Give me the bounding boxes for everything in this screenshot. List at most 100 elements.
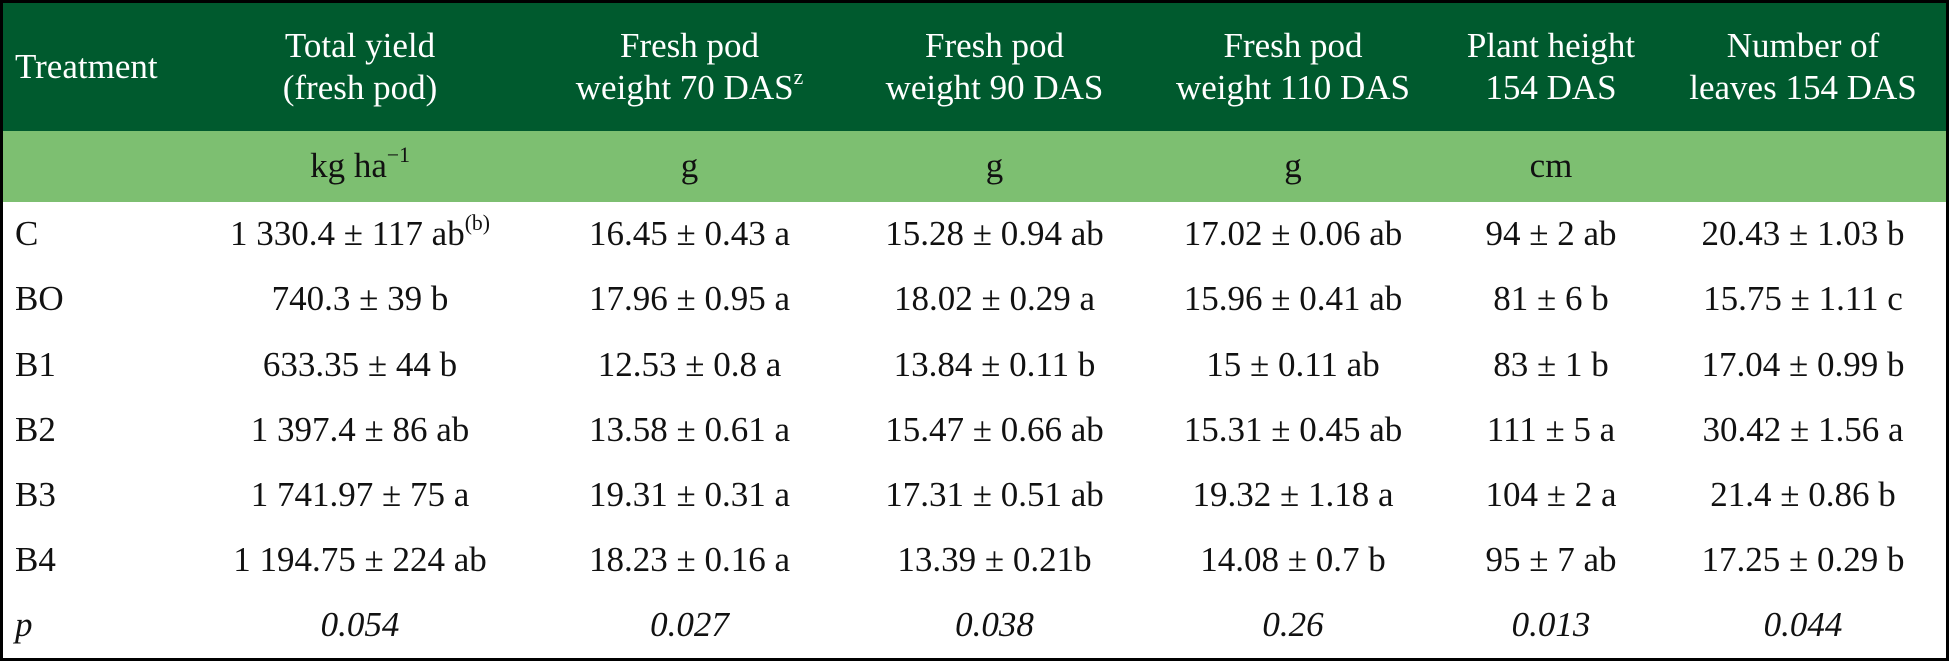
header-line: Fresh pod: [851, 25, 1138, 67]
data-cell: 104 ± 2 a: [1442, 462, 1660, 527]
data-row: p 0.054 0.027 0.038 0.26 0.013 0.044: [3, 593, 1946, 658]
superscript: (b): [464, 211, 490, 235]
cell-text: 19.32 ± 1.18 a: [1192, 474, 1394, 514]
data-cell: B2: [3, 397, 186, 462]
data-cell: 18.02 ± 0.29 a: [845, 267, 1144, 332]
header-row: Treatment Total yield (fresh pod) Fresh pod…: [3, 3, 1946, 132]
data-cell: B3: [3, 462, 186, 527]
data-cell: 17.02 ± 0.06 ab: [1144, 202, 1442, 267]
unit-cell: g: [845, 131, 1144, 201]
cell-text: 0.054: [320, 605, 400, 645]
data-cell: 17.96 ± 0.95 a: [534, 267, 845, 332]
cell-text: 17.31 ± 0.51 ab: [885, 474, 1104, 514]
data-cell: 0.26: [1144, 593, 1442, 658]
data-cell: B1: [3, 332, 186, 397]
data-cell: 15.28 ± 0.94 ab: [845, 202, 1144, 267]
cell-text: g: [985, 146, 1004, 186]
cell-text: Number of: [1726, 26, 1880, 66]
data-cell: 13.84 ± 0.11 b: [845, 332, 1144, 397]
header-cell: Plant height 154 DAS: [1442, 3, 1660, 131]
cell-text: 0.013: [1511, 605, 1591, 645]
cell-text: 83 ± 1 b: [1493, 344, 1609, 384]
cell-text: 17.25 ± 0.29 b: [1701, 540, 1905, 580]
cell-text: 740.3 ± 39 b: [271, 279, 449, 319]
data-cell: 21.4 ± 0.86 b: [1660, 462, 1946, 527]
data-cell: 30.42 ± 1.56 a: [1660, 397, 1946, 462]
cell-text: 633.35 ± 44 b: [262, 344, 458, 384]
cell-text: 20.43 ± 1.03 b: [1701, 214, 1905, 254]
data-cell: 1 741.97 ± 75 a: [186, 462, 534, 527]
cell-text: g: [1284, 146, 1302, 186]
cell-text: 81 ± 6 b: [1493, 279, 1609, 319]
data-cell: 0.027: [534, 593, 845, 658]
data-row: C 1 330.4 ± 117 ab(b) 16.45 ± 0.43 a 15.28 …: [3, 202, 1946, 267]
cell-text: 18.23 ± 0.16 a: [589, 540, 790, 580]
cell-text: 14.08 ± 0.7 b: [1200, 540, 1386, 580]
data-cell: 12.53 ± 0.8 a: [534, 332, 845, 397]
data-cell: 0.013: [1442, 593, 1660, 658]
data-cell: p: [3, 593, 186, 658]
header-line: (fresh pod): [192, 67, 528, 109]
cell-text: C: [15, 214, 39, 254]
header-line: Number of: [1666, 25, 1940, 67]
cell-text: kg ha: [310, 146, 387, 186]
cell-text: 13.39 ± 0.21b: [897, 540, 1092, 580]
cell-text: Total yield: [284, 26, 436, 66]
superscript: −1: [386, 143, 410, 168]
data-cell: 0.038: [845, 593, 1144, 658]
header-line: Fresh pod: [1150, 25, 1436, 67]
data-cell: 1 397.4 ± 86 ab: [186, 397, 534, 462]
header-line: Plant height: [1448, 25, 1654, 67]
cell-text: 154 DAS: [1485, 68, 1617, 108]
header-cell: Fresh pod weight 110 DAS: [1144, 3, 1442, 131]
cell-text: 15.75 ± 1.11 c: [1703, 279, 1903, 319]
cell-text: Treatment: [15, 47, 158, 87]
data-cell: 83 ± 1 b: [1442, 332, 1660, 397]
cell-text: BO: [15, 279, 64, 319]
header-line: 154 DAS: [1448, 67, 1654, 109]
cell-text: 1 397.4 ± 86 ab: [250, 409, 470, 449]
cell-text: B1: [15, 344, 56, 384]
data-cell: 17.04 ± 0.99 b: [1660, 332, 1946, 397]
cell-text: (fresh pod): [282, 68, 438, 108]
header-line: weight 90 DAS: [851, 67, 1138, 109]
header-cell: Treatment: [3, 3, 186, 131]
header-cell: Fresh pod weight 90 DAS: [845, 3, 1144, 131]
cell-text: 1 194.75 ± 224 ab: [233, 540, 487, 580]
cell-text: 15 ± 0.11 ab: [1206, 344, 1380, 384]
cell-text: 15.47 ± 0.66 ab: [885, 409, 1104, 449]
data-cell: 81 ± 6 b: [1442, 267, 1660, 332]
unit-cell: [1660, 131, 1946, 201]
header-cell: Number of leaves 154 DAS: [1660, 3, 1946, 131]
data-cell: 633.35 ± 44 b: [186, 332, 534, 397]
cell-text: 19.31 ± 0.31 a: [589, 474, 790, 514]
data-row: B3 1 741.97 ± 75 a 19.31 ± 0.31 a 17.31 ± 0…: [3, 462, 1946, 527]
data-cell: 1 194.75 ± 224 ab: [186, 528, 534, 593]
data-cell: 15 ± 0.11 ab: [1144, 332, 1442, 397]
data-cell: 0.054: [186, 593, 534, 658]
unit-cell: g: [1144, 131, 1442, 201]
header-line: Fresh pod: [540, 25, 839, 67]
cell-text: 15.96 ± 0.41 ab: [1183, 279, 1403, 319]
units-row: kg ha−1 g g g cm: [3, 131, 1946, 202]
cell-text: 111 ± 5 a: [1486, 409, 1616, 449]
data-cell: 1 330.4 ± 117 ab(b): [186, 202, 534, 267]
data-cell: 95 ± 7 ab: [1442, 528, 1660, 593]
data-cell: B4: [3, 528, 186, 593]
cell-text: 15.28 ± 0.94 ab: [885, 214, 1104, 254]
unit-cell: kg ha−1: [186, 131, 534, 201]
data-cell: 18.23 ± 0.16 a: [534, 528, 845, 593]
cell-text: g: [680, 146, 699, 186]
header-cell: Total yield (fresh pod): [186, 3, 534, 131]
unit-cell: cm: [1442, 131, 1660, 201]
data-cell: 15.47 ± 0.66 ab: [845, 397, 1144, 462]
cell-text: 18.02 ± 0.29 a: [894, 279, 1095, 319]
cell-text: 1 330.4 ± 117 ab: [230, 214, 465, 254]
data-row: B4 1 194.75 ± 224 ab 18.23 ± 0.16 a 13.39 ±…: [3, 528, 1946, 593]
superscript: z: [793, 65, 804, 89]
cell-text: 17.04 ± 0.99 b: [1701, 344, 1905, 384]
data-cell: 0.044: [1660, 593, 1946, 658]
header-line: leaves 154 DAS: [1666, 67, 1940, 109]
header-line: Total yield: [192, 25, 528, 67]
cell-text: 21.4 ± 0.86 b: [1710, 474, 1896, 514]
